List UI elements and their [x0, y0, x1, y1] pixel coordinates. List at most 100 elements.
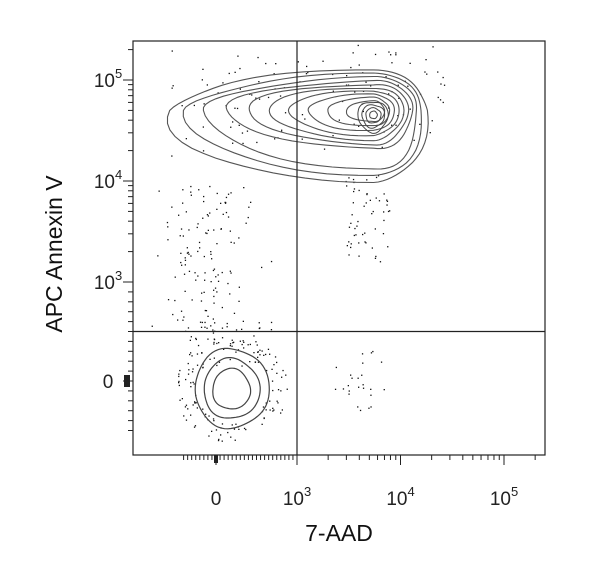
- event-dot: [304, 118, 306, 120]
- event-dot: [196, 353, 199, 355]
- event-dot: [195, 279, 197, 281]
- event-dot: [440, 83, 442, 85]
- event-dot: [386, 204, 388, 206]
- event-dot: [247, 216, 249, 219]
- event-dot: [204, 321, 206, 324]
- event-dot: [398, 97, 400, 99]
- event-dot: [383, 219, 385, 222]
- event-dot: [203, 195, 205, 198]
- x-tick-label: 0: [211, 489, 222, 510]
- event-dot: [228, 72, 230, 75]
- event-dot: [351, 377, 353, 379]
- event-dot: [370, 85, 372, 87]
- event-dot: [172, 313, 174, 316]
- event-dot: [253, 335, 255, 337]
- event-dot: [364, 241, 366, 243]
- event-dot: [243, 347, 245, 349]
- event-dot: [186, 247, 188, 249]
- event-dot: [369, 199, 371, 201]
- event-dot: [238, 237, 240, 239]
- event-dot: [266, 369, 268, 372]
- event-dot: [207, 315, 209, 317]
- contour-line: [225, 79, 414, 150]
- event-dot: [362, 110, 364, 113]
- event-dot: [281, 376, 283, 378]
- event-dot: [267, 348, 270, 350]
- event-dot: [182, 319, 184, 321]
- event-dot: [237, 55, 239, 57]
- event-dot: [207, 229, 209, 231]
- event-dot: [197, 344, 200, 347]
- event-dot: [276, 372, 278, 374]
- event-dot: [269, 400, 271, 402]
- event-dot: [347, 385, 349, 387]
- event-dot: [185, 211, 187, 213]
- event-dot: [224, 201, 226, 204]
- event-dot: [261, 266, 263, 269]
- event-dot: [370, 388, 372, 390]
- event-dot: [236, 107, 239, 110]
- event-dot: [209, 358, 211, 360]
- event-dot: [210, 281, 212, 283]
- event-dot: [210, 251, 212, 253]
- event-dot: [348, 241, 350, 243]
- event-dot: [256, 141, 258, 144]
- event-dot: [397, 115, 399, 117]
- event-dot: [265, 353, 267, 356]
- event-dot: [261, 423, 263, 425]
- event-dot: [432, 46, 434, 48]
- event-dot: [180, 228, 183, 230]
- event-dot: [188, 270, 191, 272]
- event-dot: [238, 124, 240, 126]
- event-dot: [272, 389, 274, 392]
- event-dot: [179, 369, 181, 372]
- event-dot: [227, 282, 229, 285]
- event-dot: [187, 408, 189, 410]
- contour-line: [369, 110, 378, 120]
- event-dot: [199, 247, 201, 249]
- event-dot: [213, 229, 215, 231]
- event-dot: [204, 279, 206, 281]
- event-dot: [213, 295, 215, 298]
- event-dot: [301, 138, 303, 140]
- event-dot: [188, 369, 190, 371]
- event-dot: [213, 289, 215, 291]
- event-dot: [180, 252, 182, 254]
- event-dot: [217, 439, 220, 442]
- event-dot: [230, 436, 232, 438]
- event-dot: [350, 66, 352, 69]
- event-dot: [190, 194, 192, 196]
- event-dot: [206, 232, 208, 235]
- event-dot: [258, 322, 260, 324]
- event-dot: [224, 202, 227, 204]
- event-dot: [431, 120, 433, 122]
- event-dot: [193, 426, 196, 428]
- event-dot: [225, 196, 228, 199]
- event-dot: [181, 264, 183, 266]
- event-dot: [221, 337, 224, 339]
- event-dot: [200, 300, 203, 302]
- event-dot: [171, 155, 173, 157]
- event-dot: [371, 213, 373, 215]
- event-dot: [190, 382, 192, 384]
- event-dot: [247, 344, 249, 346]
- event-dot: [213, 268, 216, 270]
- event-dot: [249, 343, 251, 346]
- event-dot: [203, 291, 205, 293]
- event-dot: [255, 341, 257, 343]
- contour-line: [166, 69, 429, 184]
- contour-line: [327, 96, 391, 127]
- event-dot: [213, 420, 215, 422]
- event-dot: [241, 328, 243, 330]
- event-dot: [346, 245, 348, 247]
- event-dot: [375, 176, 378, 179]
- event-dot: [351, 214, 353, 216]
- event-dot: [221, 423, 224, 425]
- event-dot: [362, 387, 365, 389]
- event-dot: [265, 62, 267, 65]
- event-dot: [272, 410, 274, 412]
- event-dot: [348, 254, 350, 256]
- event-dot: [233, 341, 235, 343]
- event-dot: [387, 210, 390, 213]
- event-dot: [206, 84, 208, 86]
